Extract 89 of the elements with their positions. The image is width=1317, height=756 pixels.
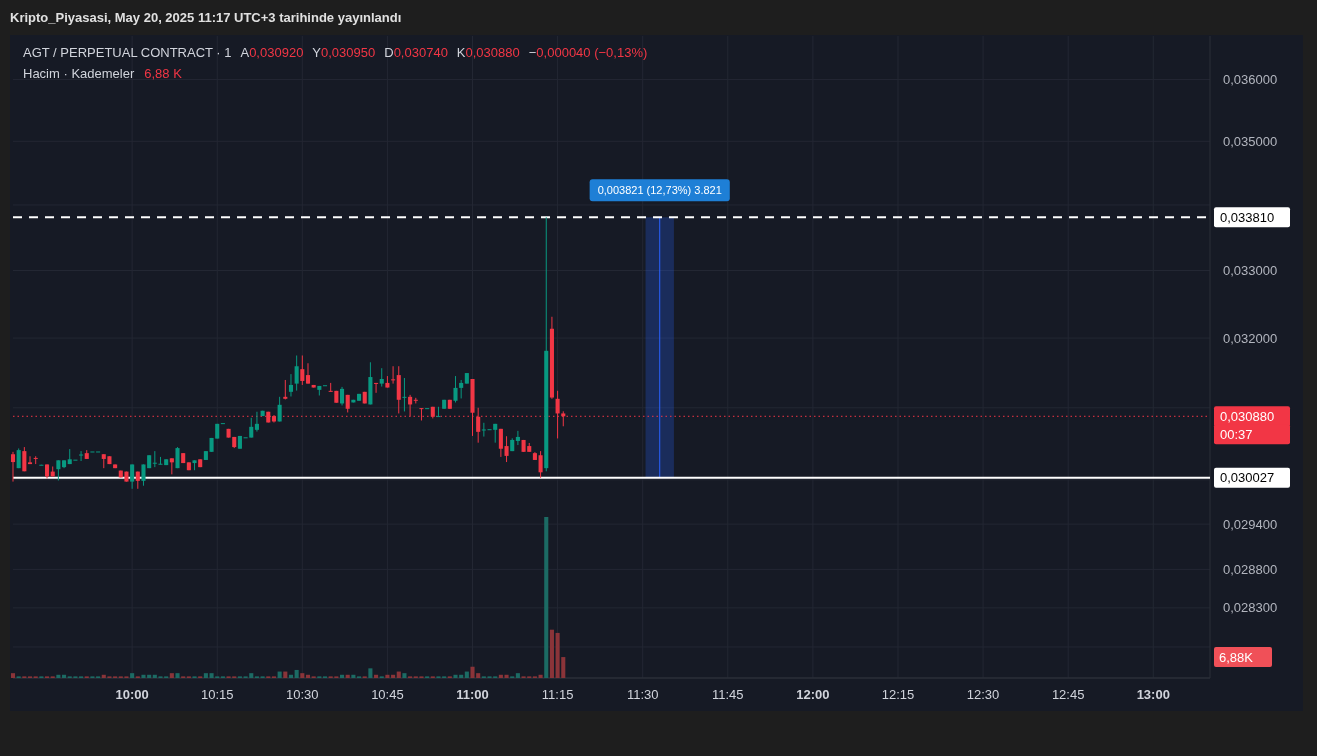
candlestick xyxy=(379,367,384,388)
x-tick-label: 13:00 xyxy=(1136,687,1170,702)
annotation: A0,030920 xyxy=(240,45,304,60)
candlestick xyxy=(130,463,135,490)
candlestick xyxy=(515,430,520,446)
annotation: K0,030880 xyxy=(456,45,520,60)
candlestick xyxy=(79,450,84,462)
annotation: Y0,030950 xyxy=(312,45,376,60)
candlestick xyxy=(56,459,61,481)
candlestick xyxy=(436,406,441,418)
bar xyxy=(56,674,61,678)
bar xyxy=(203,673,208,678)
text: Hacim · Kademeler xyxy=(23,66,135,81)
bar xyxy=(549,629,554,678)
candlestick xyxy=(305,362,311,385)
bar xyxy=(283,671,288,678)
x-tick-label: 12:00 xyxy=(796,687,830,702)
y-tick-label: 0,028300 xyxy=(1223,600,1278,616)
candlestick xyxy=(288,373,294,397)
bar xyxy=(130,673,135,678)
text: 6,88K xyxy=(1219,649,1254,665)
candlestick xyxy=(294,355,299,392)
candlestick xyxy=(152,450,157,468)
x-tick-label: 11:15 xyxy=(541,687,574,702)
ref-line-label: 0,030880 xyxy=(1220,408,1275,424)
candlestick xyxy=(498,428,503,458)
y-tick-label: 0,035000 xyxy=(1223,133,1278,149)
bar xyxy=(396,671,401,678)
bar xyxy=(538,674,543,678)
ref-line-label: 0,033810 xyxy=(1220,209,1275,225)
y-tick-label: 0,032000 xyxy=(1223,330,1278,346)
bar xyxy=(288,674,294,678)
bar xyxy=(351,674,356,678)
y-tick-label: 0,028800 xyxy=(1223,561,1278,577)
candlestick xyxy=(254,411,259,433)
annotation: D0,030740 xyxy=(384,45,448,60)
bar xyxy=(62,674,67,678)
text: Kripto_Piyasasi, May 20, 2025 11:17 UTC+3 tarihinde yayınlandı xyxy=(10,10,402,25)
x-tick-label: 11:45 xyxy=(712,687,744,702)
x-tick-label: 10:30 xyxy=(286,687,319,702)
text: AGT / PERPETUAL CONTRACT · 1 xyxy=(23,45,232,60)
candlestick xyxy=(538,450,543,479)
candlestick xyxy=(453,375,458,403)
text: 00:37 xyxy=(1220,426,1253,442)
bar xyxy=(10,673,16,678)
x-tick-label: 10:15 xyxy=(200,687,234,702)
bar xyxy=(277,671,282,678)
bar xyxy=(339,674,345,678)
y-tick-label: 0,033000 xyxy=(1223,263,1278,279)
candlestick xyxy=(10,451,16,483)
x-tick-label: 10:00 xyxy=(115,687,149,702)
x-tick-label: 12:15 xyxy=(881,687,915,702)
x-tick-label: 10:45 xyxy=(371,687,404,702)
candlestick xyxy=(277,396,282,422)
candlestick xyxy=(300,355,305,386)
bar xyxy=(345,674,350,678)
candlestick xyxy=(402,377,407,412)
bar xyxy=(504,674,509,678)
bar xyxy=(391,674,396,678)
x-tick-label: 12:30 xyxy=(966,687,1000,702)
annotation: −0,000040 (−0,13%) xyxy=(528,45,648,60)
ref-line-label: 0,030027 xyxy=(1220,470,1275,486)
y-tick-label: 0,029400 xyxy=(1223,516,1278,532)
candlestick xyxy=(27,455,33,465)
bar xyxy=(464,671,469,678)
bar xyxy=(374,674,379,678)
bar xyxy=(385,674,390,678)
annotation: 0,003821 (12,73%) 3.821 xyxy=(597,184,722,197)
bar xyxy=(368,668,373,678)
x-tick-label: 12:45 xyxy=(1051,687,1085,702)
bar xyxy=(294,669,299,678)
bar xyxy=(402,673,407,678)
bar xyxy=(175,673,180,678)
y-tick-label: 0,036000 xyxy=(1223,71,1278,87)
annotation: 6,88 K xyxy=(144,66,183,81)
bar xyxy=(305,674,311,678)
x-tick-label: 11:00 xyxy=(456,687,489,702)
x-tick-label: 11:30 xyxy=(626,687,659,702)
candlestick xyxy=(22,446,27,472)
bar xyxy=(169,673,174,678)
candlestick xyxy=(459,379,464,399)
bar xyxy=(544,517,549,678)
candlestick xyxy=(504,435,509,463)
candlestick xyxy=(339,386,345,406)
candlestick xyxy=(374,382,379,394)
bar xyxy=(498,674,503,678)
bar xyxy=(515,673,520,678)
bar xyxy=(300,673,305,678)
candlestick xyxy=(391,365,396,385)
